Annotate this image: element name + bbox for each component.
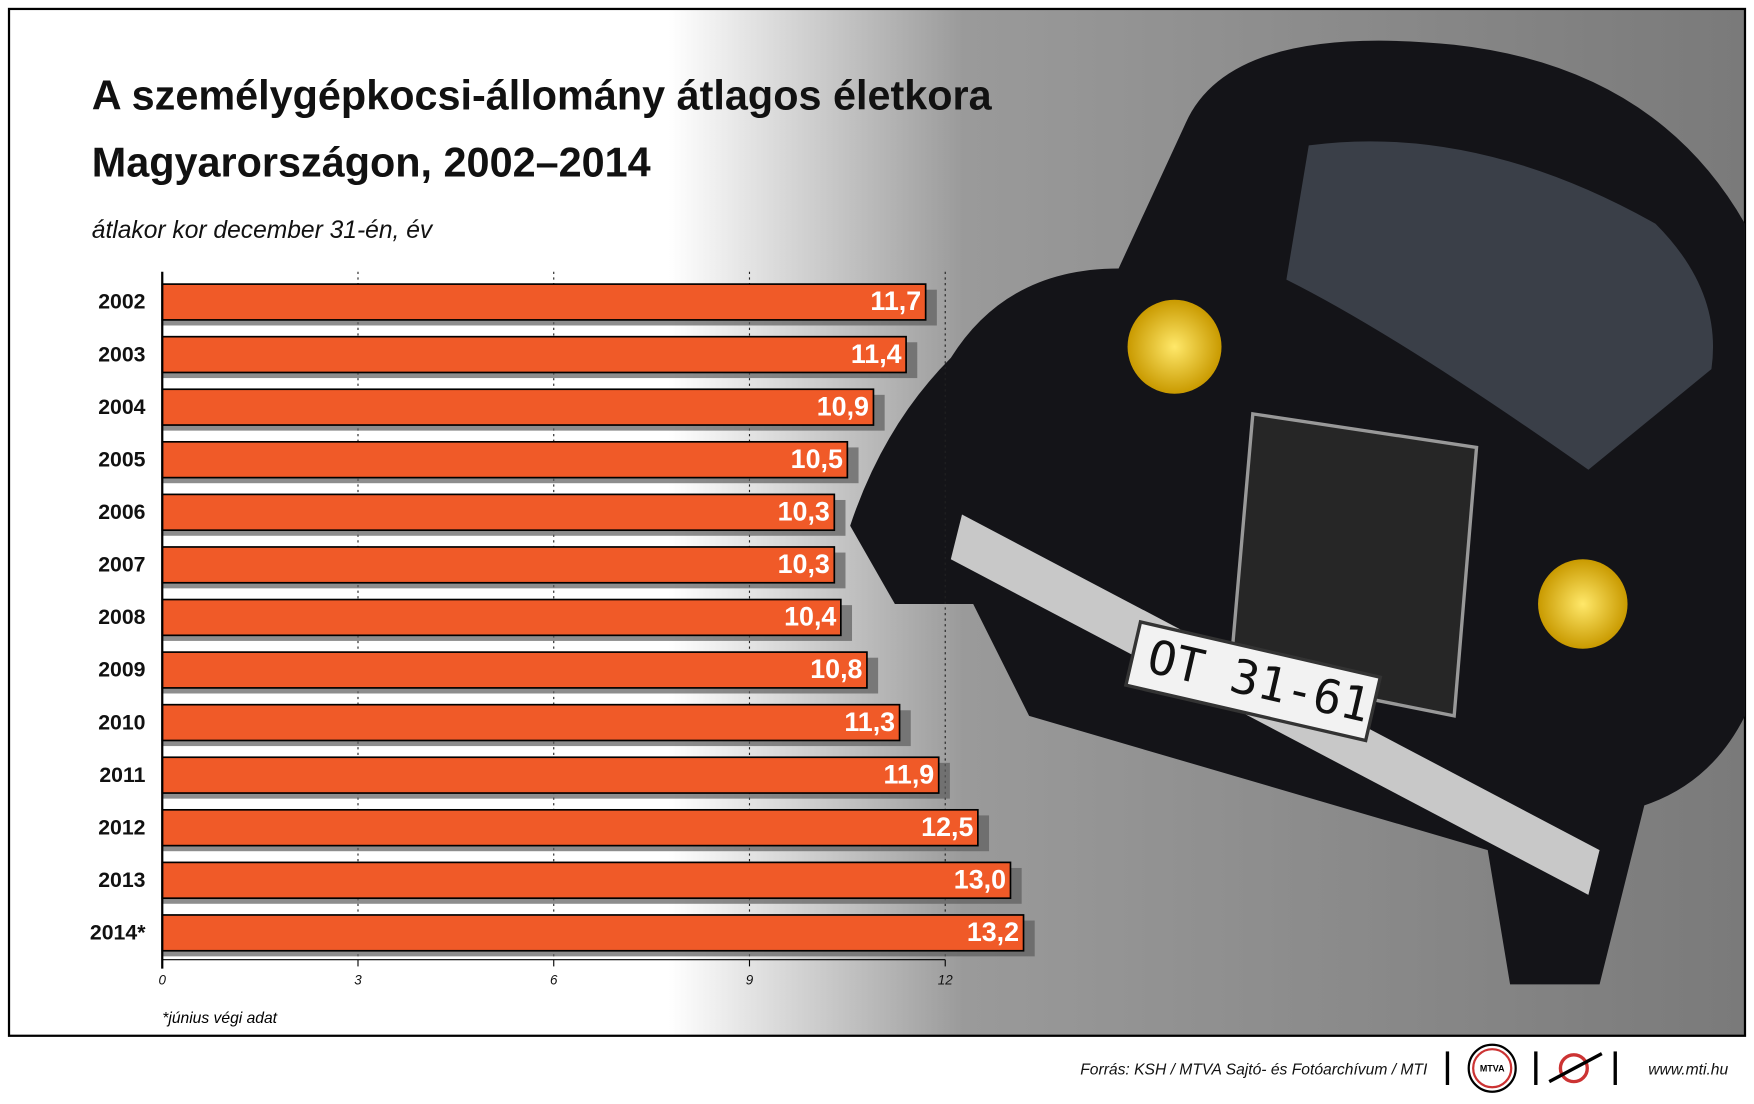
footnote: *június végi adat [162,1010,277,1027]
bar [161,914,1025,952]
bar [161,703,901,742]
value-label: 10,4 [784,602,836,632]
value-label: 10,3 [778,497,830,527]
value-label: 10,3 [778,549,830,579]
y-tick-label: 2007 [98,553,145,577]
y-tick-label: 2002 [98,290,145,314]
value-label: 10,8 [810,654,862,684]
logo [1558,1053,1589,1084]
value-label: 11,3 [844,707,895,737]
value-label: 11,4 [851,339,902,369]
bar [161,651,868,689]
value-label: 12,5 [921,812,973,842]
car-photo: OT 31-61 [850,40,1745,985]
bar [161,493,836,532]
value-label: 11,9 [883,759,934,789]
title-line: Magyarországon, 2002–2014 [92,139,651,185]
y-tick-label: 2005 [98,447,145,471]
y-tick-label: 2008 [98,605,145,629]
title-line: A személygépkocsi-állomány átlagos életk… [92,72,993,118]
plot: 0 3 6 9 12 2002 11,7 2003 11,4 2004 10,9 2005 10,5 20… [90,271,1035,988]
value-label: 13,0 [954,865,1006,895]
x-tick-label: 9 [746,973,754,988]
bar [161,283,927,321]
value-label: 13,2 [967,917,1019,947]
x-tick-label: 3 [354,973,362,988]
y-tick-label: 2011 [99,763,145,787]
y-tick-label: 2009 [98,658,145,682]
bar [161,808,979,847]
website: www.mti.hu [1648,1062,1728,1079]
logo [1548,1052,1603,1084]
logo-text: MTVA [1480,1064,1505,1074]
logo [1472,1048,1513,1089]
y-tick-label: 2012 [98,815,145,839]
bar [161,440,849,479]
bar [161,335,907,374]
x-tick-label: 6 [550,973,558,988]
source: Forrás: KSH / MTVA Sajtó- és Fotóarchívu… [1080,1062,1428,1079]
x-tick-label: 0 [159,973,167,988]
bar [161,756,940,794]
bar [161,861,1012,900]
bar [161,388,875,426]
bar [161,546,836,584]
y-tick-label: 2013 [98,868,145,892]
x-tick-label: 12 [938,973,953,988]
value-label: 10,9 [817,391,869,421]
bar [161,598,842,637]
y-tick-label: 2014* [90,921,146,945]
y-tick-label: 2006 [98,500,145,524]
value-label: 11,7 [870,286,921,316]
y-tick-label: 2004 [98,395,145,419]
subtitle: átlakor kor december 31-én, év [92,217,434,244]
logo [1467,1043,1517,1093]
value-label: 10,5 [791,444,843,474]
y-tick-label: 2003 [98,342,145,366]
y-tick-label: 2010 [98,710,145,734]
